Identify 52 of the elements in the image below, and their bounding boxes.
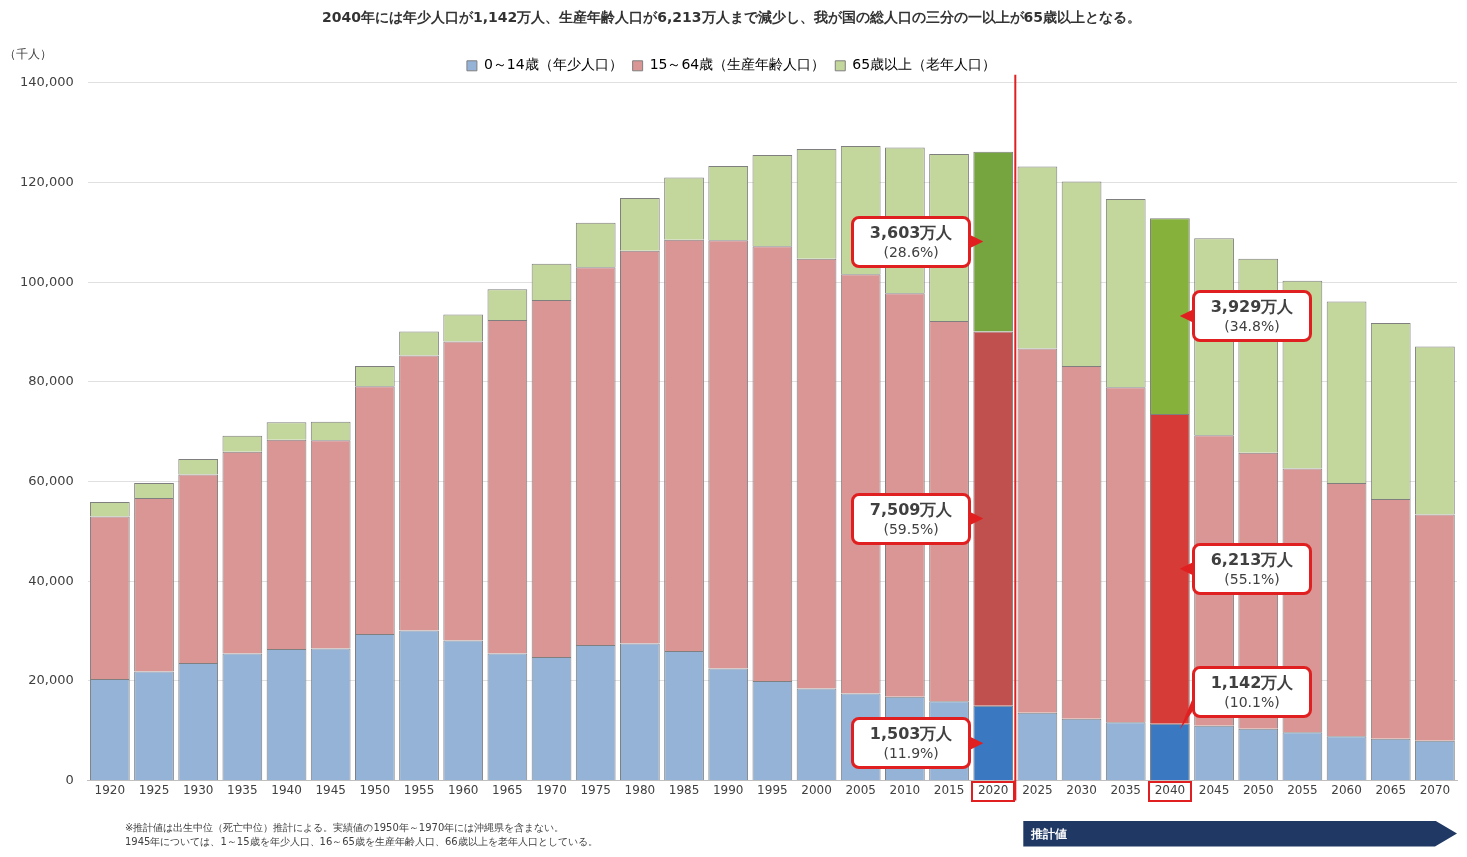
- legend-label: 65歳以上（老年人口）: [852, 56, 997, 73]
- x-tick-label: 2040: [1154, 782, 1186, 797]
- x-tick-label: 2005: [845, 782, 876, 797]
- x-tick-label: 2070: [1419, 782, 1451, 797]
- chart-title: 2040年には年少人口が1,142万人、生産年齢人口が6,213万人まで減少し、我が国の総人口の三分の一以上が65歳以上となる。: [321, 9, 1142, 26]
- x-tick-label: 2060: [1331, 782, 1362, 797]
- x-tick-label: 1995: [757, 782, 788, 797]
- x-tick-label: 1980: [624, 782, 656, 797]
- x-tick-label: 1985: [668, 782, 700, 797]
- text: ※推計値は出生中位（死亡中位）推計による。実績値の1950年～1970年には沖縄県を含まない。: [125, 822, 565, 834]
- y-tick-label: 60,000: [28, 472, 74, 488]
- y-tick-label: 20,000: [28, 672, 74, 688]
- y-tick-label: 100,000: [19, 273, 74, 289]
- x-tick-label: 1960: [447, 782, 479, 797]
- annotation: 7,509万人 (59.5%): [868, 499, 954, 538]
- x-tick-label: 2000: [801, 782, 832, 797]
- x-tick-label: 1945: [315, 782, 346, 797]
- x-tick-label: 1955: [403, 782, 435, 797]
- x-tick-label: 2015: [933, 782, 965, 797]
- y-tick-label: 80,000: [28, 373, 74, 389]
- y-tick-label: 120,000: [19, 173, 74, 189]
- annotation: 3,603万人 (28.6%): [868, 222, 954, 261]
- x-tick-label: 1925: [138, 782, 170, 797]
- y-axis-title: （千人）: [4, 46, 52, 61]
- annotation: 1,503万人 (11.9%): [868, 724, 954, 763]
- legend-label: 15～64歳（生産年齢人口）: [649, 56, 826, 73]
- x-tick-label: 1935: [227, 782, 258, 797]
- x-tick-label: 2065: [1375, 782, 1407, 797]
- x-tick-label: 1965: [492, 782, 523, 797]
- annotation: 6,213万人 (55.1%): [1209, 549, 1295, 588]
- x-tick-label: 1940: [271, 782, 302, 797]
- y-tick-label: 140,000: [19, 74, 74, 90]
- x-tick-label: 2010: [889, 782, 921, 797]
- x-tick-label: 1970: [536, 782, 567, 797]
- x-tick-label: 2020: [977, 782, 1009, 797]
- x-tick-label: 2055: [1287, 782, 1318, 797]
- y-tick-label: 40,000: [28, 572, 74, 588]
- annotation: 3,929万人 (34.8%): [1209, 297, 1295, 336]
- x-tick-label: 2025: [1022, 782, 1053, 797]
- legend-label: 0～14歳（年少人口）: [483, 56, 623, 73]
- x-tick-label: 1975: [580, 782, 611, 797]
- y-tick-label: 0: [65, 771, 74, 787]
- x-tick-label: 2035: [1110, 782, 1142, 797]
- x-tick-label: 2030: [1066, 782, 1097, 797]
- x-tick-label: 1990: [712, 782, 744, 797]
- x-tick-label: 1920: [94, 782, 126, 797]
- text: 1945年については、1～15歳を年少人口、16～65歳を生産年齢人口、66歳以上を老年人口としている。: [125, 836, 598, 848]
- annotation: 1,142万人 (10.1%): [1209, 673, 1295, 712]
- x-tick-label: 1950: [359, 782, 391, 797]
- x-tick-label: 2050: [1242, 782, 1274, 797]
- x-tick-label: 2045: [1198, 782, 1230, 797]
- x-tick-label: 1930: [182, 782, 214, 797]
